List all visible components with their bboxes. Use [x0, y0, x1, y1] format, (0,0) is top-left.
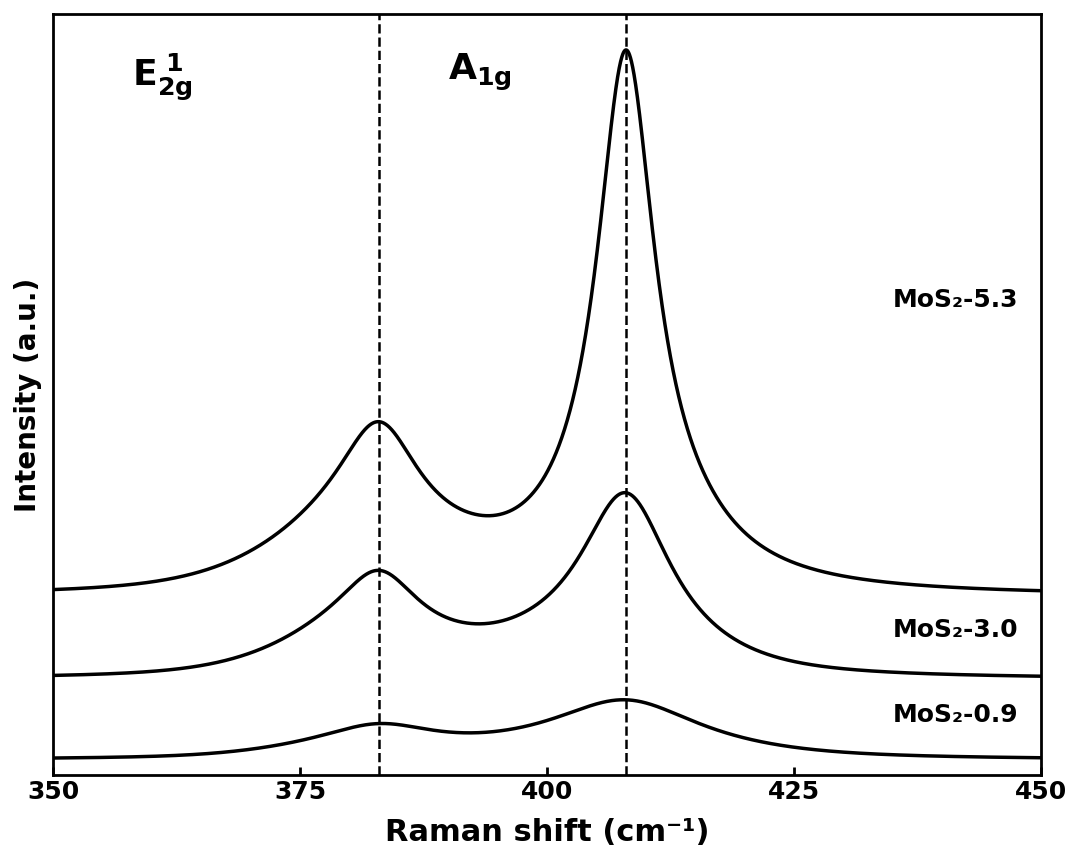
Text: MoS₂-3.0: MoS₂-3.0: [893, 618, 1018, 642]
Text: MoS₂-5.3: MoS₂-5.3: [893, 288, 1018, 313]
Y-axis label: Intensity (a.u.): Intensity (a.u.): [14, 277, 42, 511]
Text: $\mathbf{A_{1g}}$: $\mathbf{A_{1g}}$: [449, 52, 512, 93]
Text: MoS₂-0.9: MoS₂-0.9: [893, 703, 1018, 728]
Text: $\mathbf{E_{2g}^{\ 1}}$: $\mathbf{E_{2g}^{\ 1}}$: [132, 52, 192, 103]
X-axis label: Raman shift (cm⁻¹): Raman shift (cm⁻¹): [385, 818, 709, 847]
